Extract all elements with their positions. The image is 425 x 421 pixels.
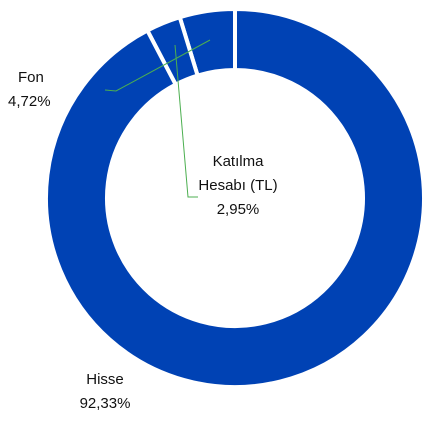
value-label: 4,72% [8,93,51,110]
donut-slice [44,6,425,389]
slice-label: Katılma Hesabı (TL) 2,95% [198,150,278,222]
value-label: 92,33% [79,395,131,412]
slice-label: Fon 4,72% [0,66,70,114]
category-label: Hisse [86,371,124,388]
category-label: Katılma Hesabı (TL) [198,153,278,194]
category-label: Fon [18,69,44,86]
value-label: 2,95% [216,201,260,218]
leader-line [174,44,198,198]
leader-line [104,39,211,92]
slice-label: Hisse 92,33% [60,368,150,416]
